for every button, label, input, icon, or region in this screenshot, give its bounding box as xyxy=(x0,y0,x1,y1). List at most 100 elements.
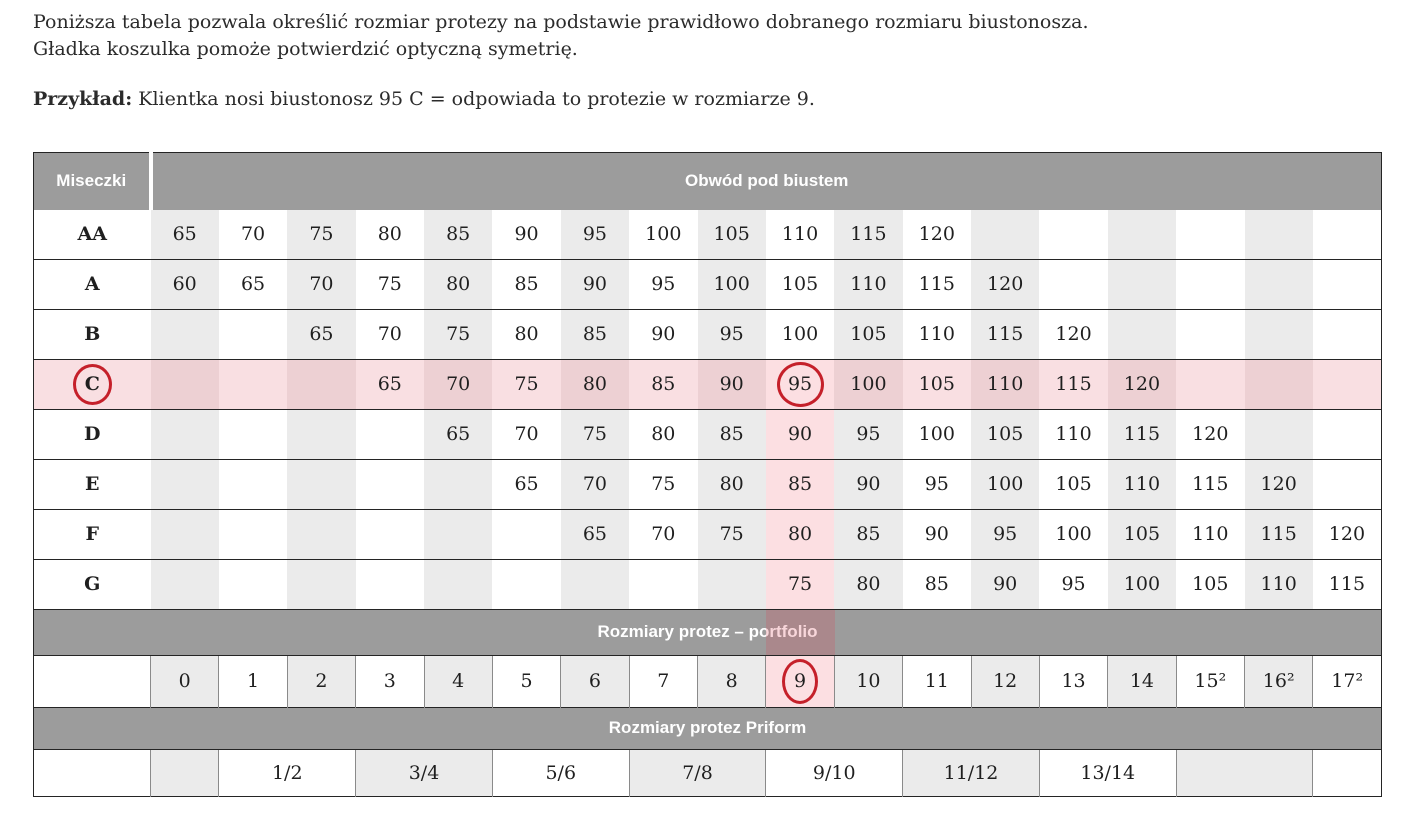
underbust-cell: 90 xyxy=(834,458,903,510)
underbust-cell: 65 xyxy=(150,209,219,260)
underbust-cell: 105 xyxy=(1039,458,1108,510)
underbust-cell: 115 xyxy=(1176,458,1245,510)
underbust-cell xyxy=(1244,308,1313,360)
underbust-cell: 75 xyxy=(424,308,493,360)
intro-line1: Poniższa tabela pozwala określić rozmiar… xyxy=(33,11,1089,33)
underbust-cell xyxy=(287,358,356,410)
underbust-cell: 70 xyxy=(240,223,266,246)
priform-size-cell: 13/14 xyxy=(1038,748,1177,797)
underbust-cell: 105 xyxy=(834,308,903,360)
underbust-cell: 70 xyxy=(560,458,630,510)
priform-size-cell: 1/2 xyxy=(218,748,356,797)
underbust-cell xyxy=(287,408,356,460)
underbust-cell xyxy=(218,408,288,460)
underbust-cell xyxy=(1244,358,1313,410)
underbust-cell: 120 xyxy=(1244,458,1313,510)
underbust-cell: 85 xyxy=(834,508,903,560)
underbust-cell: 85 xyxy=(697,408,766,460)
underbust-cell: 90 xyxy=(971,558,1040,610)
underbust-cell: 80 xyxy=(492,308,561,360)
underbust-cell xyxy=(1244,209,1313,260)
portfolio-band-row: Rozmiary protez – portfolio xyxy=(33,608,1382,656)
underbust-cell: 80 xyxy=(765,508,835,560)
underbust-cell xyxy=(1107,209,1177,260)
portfolio-size-cell: 0 xyxy=(149,654,219,708)
underbust-cell: 90 xyxy=(902,508,971,560)
underbust-cell: 110 xyxy=(971,358,1040,410)
underbust-cell: 70 xyxy=(355,308,424,360)
underbust-cell: 120 xyxy=(1312,508,1382,560)
underbust-cell xyxy=(1312,308,1382,360)
cup-label-C: C xyxy=(33,358,151,410)
underbust-cell xyxy=(1312,258,1382,310)
priform-label-cell xyxy=(33,748,151,797)
underbust-cell: 95 xyxy=(971,508,1040,560)
underbust-cell: 120 xyxy=(918,223,955,246)
underbust-cell: 65 xyxy=(424,408,493,460)
priform-band-row: Rozmiary protez Priform xyxy=(33,706,1382,750)
cup-label-F: F xyxy=(33,508,151,560)
underbust-cell: 90 xyxy=(514,223,539,246)
underbust-cell: 95 xyxy=(902,458,971,510)
underbust-cell xyxy=(287,458,356,510)
cups-column-header: Miseczki xyxy=(33,152,151,210)
cup-label-E: E xyxy=(33,458,151,510)
underbust-cell: 115 xyxy=(1107,408,1177,460)
underbust-cell xyxy=(218,308,288,360)
portfolio-size-cell: 14 xyxy=(1107,654,1177,708)
priform-size-cell: 3/4 xyxy=(355,748,493,797)
portfolio-size-cell: 2 xyxy=(286,654,356,708)
underbust-cell: 105 xyxy=(765,258,835,310)
size-table: Miseczki Obwód pod biustem AA 65 70 75 80 85 9… xyxy=(33,151,1382,797)
underbust-cell: 95 xyxy=(629,258,698,310)
portfolio-size-cell: 6 xyxy=(560,654,630,708)
underbust-cell: 100 xyxy=(1107,558,1177,610)
underbust-cell xyxy=(355,508,424,560)
cup-label-D: D xyxy=(33,408,151,460)
underbust-cell: 75 xyxy=(287,209,356,260)
portfolio-size-cell: 17² xyxy=(1312,654,1382,708)
priform-size-cell xyxy=(1175,748,1313,797)
underbust-cell: 100 xyxy=(834,358,903,410)
portfolio-size-cell: 10 xyxy=(833,654,903,708)
priform-band-label: Rozmiary protez Priform xyxy=(608,718,807,738)
underbust-cell: 85 xyxy=(424,209,493,260)
portfolio-band-body: Rozmiary protez – portfolio xyxy=(33,608,1382,656)
underbust-cell xyxy=(218,508,288,560)
portfolio-band-label: Rozmiary protez – portfolio xyxy=(597,622,818,642)
underbust-cell xyxy=(355,458,424,510)
portfolio-size-cell: 13 xyxy=(1038,654,1108,708)
underbust-cell: 80 xyxy=(424,258,493,310)
underbust-cell: 80 xyxy=(697,458,766,510)
underbust-cell: 75 xyxy=(355,258,424,310)
underbust-cell xyxy=(971,209,1040,260)
portfolio-size-cell: 11 xyxy=(902,654,971,708)
underbust-cell: 80 xyxy=(629,408,698,460)
underbust-cell xyxy=(1039,258,1108,310)
underbust-cell xyxy=(1313,210,1382,260)
underbust-cell xyxy=(150,458,219,510)
underbust-cell xyxy=(287,508,356,560)
example-paragraph: Przykład: Klientka nosi biustonosz 95 C … xyxy=(33,88,1382,110)
underbust-cell: 115 xyxy=(1039,358,1108,410)
cup-row-AA: AA 65 70 75 80 85 90 95 100 105 110 115 120 xyxy=(34,209,1382,260)
underbust-cell: 85 xyxy=(902,558,971,610)
underbust-cell: 95 xyxy=(834,408,903,460)
underbust-cell: 75 xyxy=(765,558,835,610)
priform-band-body: Rozmiary protez Priform xyxy=(33,706,1382,750)
cup-row-B: B 65 70 75 80 85 90 95 100 105 110 115 120 xyxy=(33,308,1382,360)
underbust-cell: 90 xyxy=(629,308,698,360)
cup-row-D: D 65 70 75 80 85 90 95 100 105 110 115 120 xyxy=(33,408,1382,460)
cup-row-F: F 65 70 75 80 85 90 95 100 105 110 115 120 xyxy=(33,508,1382,560)
underbust-cell: 85 xyxy=(560,308,630,360)
underbust-cell: 105 xyxy=(697,209,766,260)
portfolio-sizes-body: 0 1 2 3 4 5 6 7 8 9 10 11 12 13 14 15² 16² 17² xyxy=(33,654,1382,708)
red-circle-portfolio: 9 xyxy=(782,658,819,704)
underbust-header: Obwód pod biustem xyxy=(148,152,1382,210)
underbust-cell xyxy=(492,558,561,610)
cup-label-B: B xyxy=(33,308,151,360)
underbust-cell: 75 xyxy=(560,408,630,460)
underbust-cell xyxy=(424,558,493,610)
underbust-cell: 65 xyxy=(560,508,630,560)
